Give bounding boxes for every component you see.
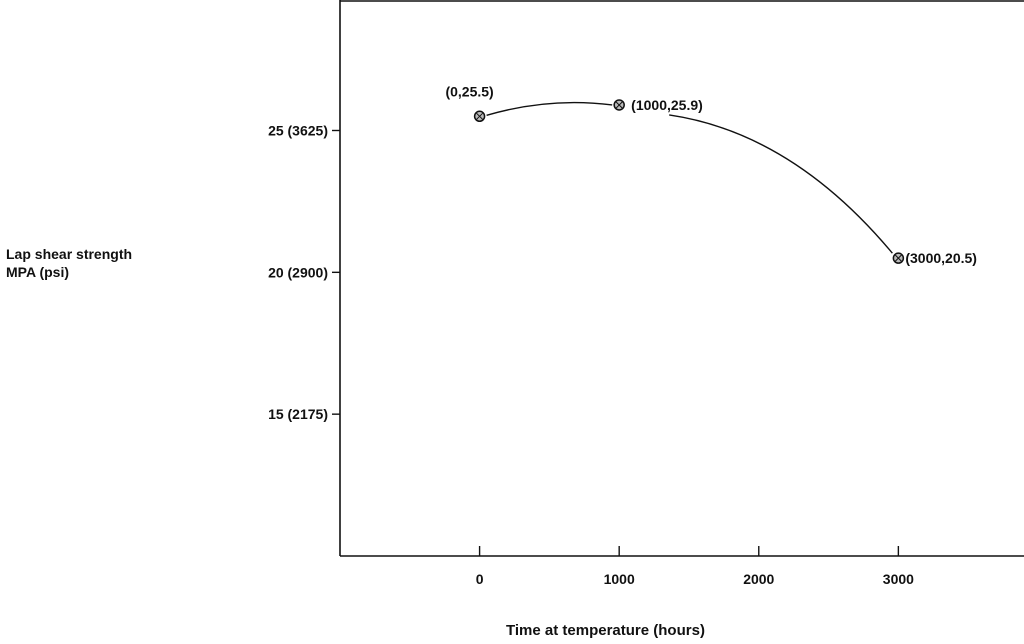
data-point-label: (1000,25.9) <box>631 97 703 113</box>
chart-points <box>473 99 905 264</box>
series-line-segment <box>669 114 893 254</box>
y-tick-label: 20 (2900) <box>268 264 328 280</box>
chart-series-lines <box>486 101 893 254</box>
y-tick-label: 25 (3625) <box>268 122 328 138</box>
series-line-segment <box>486 101 613 116</box>
chart-data-labels: (0,25.5) (1000,25.9) (3000,20.5) <box>445 83 977 266</box>
x-tick-label: 3000 <box>883 571 914 587</box>
chart-axes <box>339 0 1024 557</box>
x-tick-label: 0 <box>476 571 484 587</box>
data-point-marker-hatch <box>476 112 483 120</box>
x-tick-label: 2000 <box>743 571 774 587</box>
x-axis-label: Time at temperature (hours) <box>506 622 705 639</box>
y-axis-label-line-1: Lap shear strength <box>6 246 133 262</box>
data-point-marker-hatch <box>615 101 623 109</box>
y-tick-label: 15 (2175) <box>268 406 328 422</box>
x-tick-label: 1000 <box>604 571 635 587</box>
chart-ticks: 15 (2175) 20 (2900) 25 (3625) 0 1000 2000 3000 <box>268 122 914 587</box>
data-point-label: (0,25.5) <box>445 83 493 99</box>
data-point-label: (3000,20.5) <box>905 250 977 266</box>
y-axis-label-line-2: MPA (psi) <box>6 264 69 280</box>
data-point-marker-hatch <box>895 254 902 262</box>
